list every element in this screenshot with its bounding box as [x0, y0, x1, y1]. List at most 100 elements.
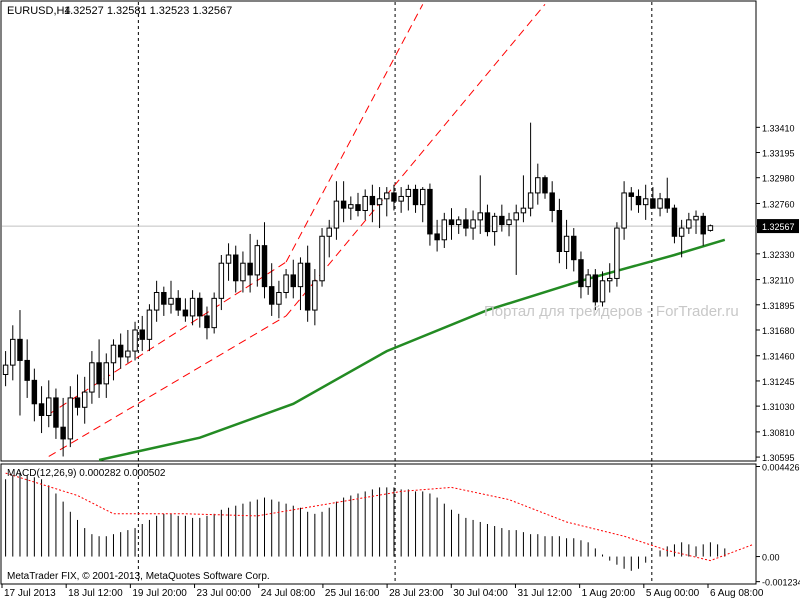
- candle: [563, 219, 570, 270]
- candle-body: [412, 188, 419, 206]
- macd-signal: [5, 472, 754, 562]
- candle: [182, 298, 189, 322]
- candle-body: [2, 364, 9, 375]
- candle: [204, 306, 210, 340]
- candle-body: [268, 286, 275, 305]
- candle: [635, 189, 642, 213]
- candle: [197, 292, 203, 328]
- candle: [686, 212, 692, 234]
- macd-tick-label: -0.001234: [762, 578, 800, 588]
- candle: [405, 184, 412, 211]
- candle: [448, 208, 455, 240]
- candle-body: [405, 188, 412, 197]
- candle: [506, 212, 512, 237]
- candle-body: [326, 227, 332, 237]
- candle: [60, 397, 66, 457]
- candle: [678, 219, 685, 258]
- candle-body: [103, 362, 110, 385]
- time-axis: 17 Jul 2013 18 Jul 12:00 19 Jul 20:00 23 Ju…: [1, 584, 764, 599]
- candle: [664, 177, 670, 213]
- candle: [700, 212, 706, 246]
- candle: [233, 245, 239, 293]
- candle: [614, 222, 620, 287]
- candle: [297, 257, 304, 311]
- candle: [527, 122, 534, 217]
- candle-body: [621, 192, 627, 229]
- candle: [53, 388, 59, 439]
- candle: [189, 290, 196, 326]
- candle: [74, 374, 81, 416]
- time-tick-label: 17 Jul 2013: [4, 588, 56, 599]
- candle: [362, 189, 368, 220]
- candle-body: [10, 338, 16, 366]
- candle: [628, 187, 635, 211]
- candle-body: [240, 262, 246, 282]
- candle: [657, 192, 663, 217]
- candle-body: [391, 192, 397, 202]
- candle-body: [24, 359, 30, 381]
- price-tick-label: 1.32760: [762, 199, 795, 209]
- time-tick-label: 1 Aug 20:00: [582, 588, 636, 599]
- candle: [455, 216, 462, 234]
- candle-body: [355, 204, 361, 212]
- price-tick-label: 1.32567: [762, 222, 795, 232]
- candle: [2, 351, 9, 387]
- candle-body: [578, 259, 584, 288]
- candle: [67, 386, 74, 448]
- candle: [240, 251, 246, 293]
- candle-body: [211, 297, 217, 329]
- candle-body: [319, 235, 325, 282]
- candle-body: [614, 227, 620, 279]
- candle-body: [139, 329, 145, 340]
- candle: [261, 222, 268, 299]
- candle: [549, 181, 555, 223]
- candle: [168, 280, 174, 314]
- candle-body: [384, 192, 390, 200]
- macd-tick-label: 0.00: [762, 553, 780, 563]
- candle: [24, 339, 30, 398]
- candle-body: [455, 219, 462, 226]
- candle-body: [499, 215, 505, 226]
- candle: [707, 224, 714, 232]
- candle: [117, 333, 124, 369]
- candle-body: [38, 403, 45, 416]
- candle-body: [506, 219, 512, 226]
- candle-body: [233, 254, 239, 282]
- candle: [571, 228, 577, 272]
- candle-body: [398, 195, 404, 202]
- candle: [153, 280, 160, 322]
- price-tick-label: 1.31895: [762, 301, 795, 311]
- candle-body: [290, 274, 297, 288]
- candle: [599, 271, 606, 307]
- candle: [139, 315, 145, 352]
- time-tick-label: 30 Jul 04:00: [453, 588, 508, 599]
- candle-body: [585, 274, 591, 288]
- candle-body: [362, 195, 368, 212]
- candle-body: [491, 215, 498, 233]
- time-tick-label: 31 Jul 12:00: [517, 588, 572, 599]
- main-chart-frame: [0, 0, 757, 462]
- candle-body: [484, 212, 491, 233]
- candle-body: [333, 200, 340, 229]
- candle-body: [686, 219, 692, 229]
- candles: [2, 122, 714, 457]
- candle: [585, 269, 591, 295]
- period-separators: [137, 2, 653, 583]
- candle: [671, 204, 678, 244]
- price-tick-label: 1.31460: [762, 352, 795, 362]
- current-price-badge: [757, 219, 799, 234]
- candle: [31, 368, 38, 422]
- time-tick-label: 25 Jul 16:00: [325, 588, 380, 599]
- candle-body: [678, 227, 685, 237]
- candle: [304, 245, 311, 322]
- candle: [290, 259, 297, 299]
- candle-body: [628, 192, 635, 197]
- candle-body: [606, 277, 613, 282]
- candle-body: [463, 219, 469, 229]
- time-tick-label: 5 Aug 00:00: [646, 588, 700, 599]
- candle-body: [146, 309, 153, 340]
- candle-body: [571, 235, 577, 261]
- candle-body: [599, 280, 606, 303]
- price-tick-label: 1.32980: [762, 174, 795, 184]
